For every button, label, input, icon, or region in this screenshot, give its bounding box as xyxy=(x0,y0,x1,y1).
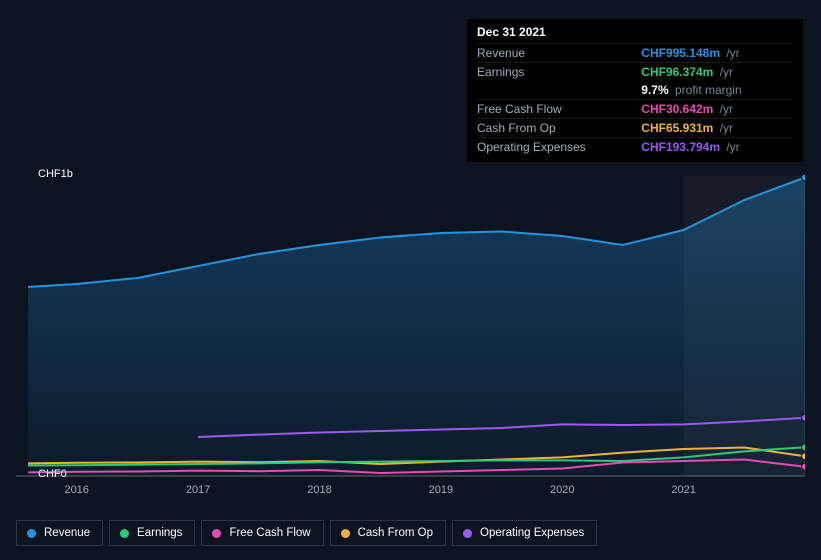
x-axis-label: 2019 xyxy=(429,484,453,496)
legend-label: Earnings xyxy=(137,527,182,539)
tooltip-metric-value: CHF193.794m /yr xyxy=(641,138,793,157)
tooltip-row: 9.7% profit margin xyxy=(477,81,793,100)
tooltip-metric-value: CHF30.642m /yr xyxy=(641,100,793,119)
tooltip-date: Dec 31 2021 xyxy=(477,25,793,43)
tooltip-row: Operating ExpensesCHF193.794m /yr xyxy=(477,138,793,157)
tooltip-metric-label: Cash From Op xyxy=(477,119,641,138)
legend-label: Operating Expenses xyxy=(480,527,584,539)
legend-item[interactable]: Earnings xyxy=(109,520,195,546)
tooltip-metric-value: CHF96.374m /yr xyxy=(641,63,793,82)
line-chart-svg xyxy=(16,160,805,480)
tooltip-row: Cash From OpCHF65.931m /yr xyxy=(477,119,793,138)
tooltip-metric-label: Operating Expenses xyxy=(477,138,641,157)
tooltip-row: RevenueCHF995.148m /yr xyxy=(477,44,793,63)
legend-dot-icon xyxy=(27,529,36,538)
legend-item[interactable]: Revenue xyxy=(16,520,103,546)
tooltip-row: Free Cash FlowCHF30.642m /yr xyxy=(477,100,793,119)
legend-label: Free Cash Flow xyxy=(229,527,310,539)
y-axis-label: CHF0 xyxy=(38,468,67,480)
x-axis-label: 2021 xyxy=(671,484,695,496)
legend-dot-icon xyxy=(463,529,472,538)
tooltip-metric-value: CHF995.148m /yr xyxy=(641,44,793,63)
legend-dot-icon xyxy=(120,529,129,538)
legend-item[interactable]: Cash From Op xyxy=(330,520,446,546)
tooltip-metric-label: Free Cash Flow xyxy=(477,100,641,119)
x-axis-label: 2018 xyxy=(307,484,331,496)
x-axis-label: 2020 xyxy=(550,484,574,496)
legend: Revenue Earnings Free Cash Flow Cash From O… xyxy=(16,520,597,546)
tooltip-row: EarningsCHF96.374m /yr xyxy=(477,63,793,82)
tooltip-table: RevenueCHF995.148m /yrEarningsCHF96.374m… xyxy=(477,43,793,156)
chart-area[interactable]: CHF1b CHF0 2016 2017 2018 2019 2020 2021 xyxy=(16,160,805,500)
legend-label: Cash From Op xyxy=(358,527,433,539)
legend-item[interactable]: Operating Expenses xyxy=(452,520,597,546)
chart-container: Dec 31 2021 RevenueCHF995.148m /yrEarnin… xyxy=(0,0,821,560)
x-axis-label: 2017 xyxy=(186,484,210,496)
tooltip-metric-label: Earnings xyxy=(477,63,641,82)
tooltip-metric-label: Revenue xyxy=(477,44,641,63)
legend-dot-icon xyxy=(341,529,350,538)
hover-tooltip: Dec 31 2021 RevenueCHF995.148m /yrEarnin… xyxy=(466,18,804,163)
tooltip-metric-label xyxy=(477,81,641,100)
tooltip-metric-value: CHF65.931m /yr xyxy=(641,119,793,138)
legend-dot-icon xyxy=(212,529,221,538)
x-axis-label: 2016 xyxy=(64,484,88,496)
tooltip-metric-value: 9.7% profit margin xyxy=(641,81,793,100)
legend-label: Revenue xyxy=(44,527,90,539)
legend-item[interactable]: Free Cash Flow xyxy=(201,520,323,546)
y-axis-label: CHF1b xyxy=(38,168,73,180)
